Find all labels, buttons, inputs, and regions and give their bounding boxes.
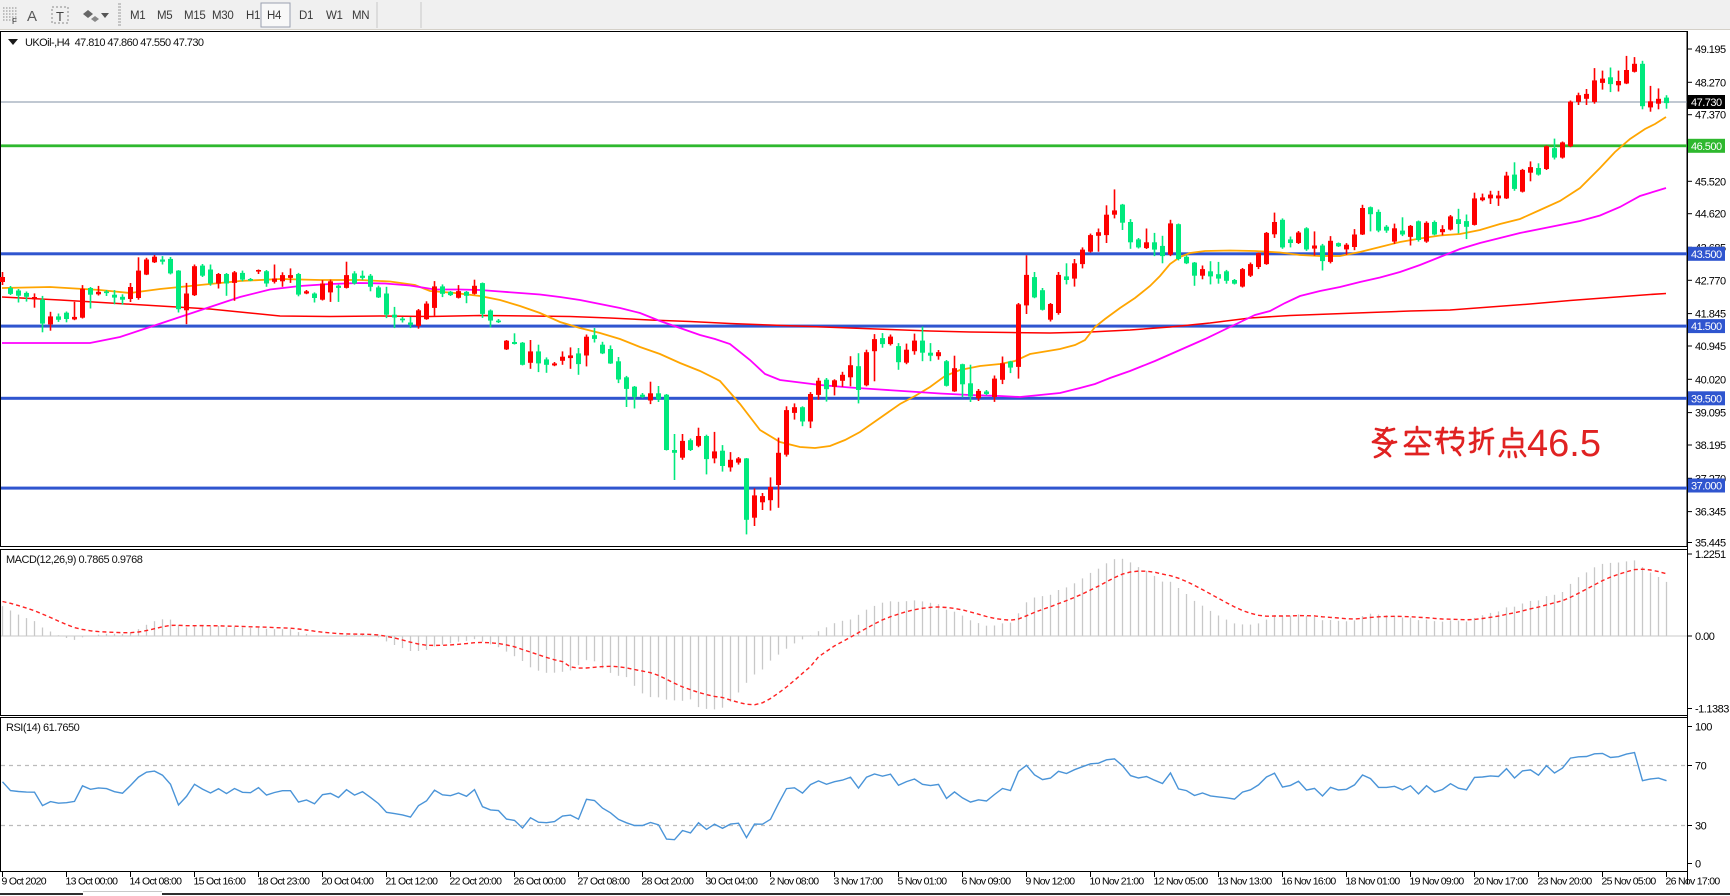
svg-text:45.520: 45.520 (1695, 176, 1726, 188)
svg-text:23 Nov 20:00: 23 Nov 20:00 (1538, 876, 1593, 888)
svg-text:39.500: 39.500 (1691, 393, 1722, 405)
svg-text:W1: W1 (326, 10, 343, 22)
svg-text:47.730: 47.730 (1691, 97, 1722, 109)
svg-text:39.095: 39.095 (1695, 408, 1726, 420)
svg-text:41.500: 41.500 (1691, 321, 1722, 333)
svg-text:30: 30 (1695, 821, 1707, 833)
svg-text:28 Oct 20:00: 28 Oct 20:00 (642, 876, 695, 888)
svg-text:13 Oct 00:00: 13 Oct 00:00 (66, 876, 119, 888)
svg-text:38.195: 38.195 (1695, 440, 1726, 452)
svg-text:M30: M30 (212, 10, 233, 22)
svg-text:36.345: 36.345 (1695, 507, 1726, 519)
svg-text:20 Oct 04:00: 20 Oct 04:00 (322, 876, 375, 888)
svg-text:A: A (27, 8, 37, 25)
svg-text:16 Nov 16:00: 16 Nov 16:00 (1282, 876, 1337, 888)
svg-text:0: 0 (1695, 859, 1701, 871)
svg-text:0.00: 0.00 (1695, 631, 1715, 643)
svg-text:41.845: 41.845 (1695, 309, 1726, 321)
svg-text:20 Nov 17:00: 20 Nov 17:00 (1474, 876, 1529, 888)
svg-text:35.445: 35.445 (1695, 538, 1726, 550)
svg-text:40.945: 40.945 (1695, 341, 1726, 353)
svg-text:M1: M1 (130, 10, 145, 22)
svg-text:100: 100 (1695, 722, 1712, 734)
svg-text:13 Nov 13:00: 13 Nov 13:00 (1218, 876, 1273, 888)
svg-text:2 Nov 08:00: 2 Nov 08:00 (770, 876, 820, 888)
svg-text:15 Oct 16:00: 15 Oct 16:00 (194, 876, 247, 888)
svg-text:M15: M15 (184, 10, 205, 22)
svg-text:47.370: 47.370 (1695, 110, 1726, 122)
svg-text:H4: H4 (267, 10, 282, 22)
svg-text:MACD(12,26,9) 0.7865 0.9768: MACD(12,26,9) 0.7865 0.9768 (6, 554, 143, 566)
svg-text:46.5: 46.5 (1527, 423, 1601, 465)
svg-text:30 Oct 04:00: 30 Oct 04:00 (706, 876, 759, 888)
svg-text:19 Nov 09:00: 19 Nov 09:00 (1410, 876, 1465, 888)
svg-text:9 Nov 12:00: 9 Nov 12:00 (1026, 876, 1076, 888)
svg-text:21 Oct 12:00: 21 Oct 12:00 (386, 876, 439, 888)
svg-text:22 Oct 20:00: 22 Oct 20:00 (450, 876, 503, 888)
svg-text:37.000: 37.000 (1691, 481, 1722, 493)
svg-text:1.2251: 1.2251 (1695, 549, 1726, 561)
svg-text:5 Nov 01:00: 5 Nov 01:00 (898, 876, 948, 888)
svg-text:F: F (12, 17, 17, 26)
svg-text:RSI(14) 61.7650: RSI(14) 61.7650 (6, 722, 80, 734)
svg-text:9 Oct 2020: 9 Oct 2020 (2, 876, 47, 888)
svg-text:-1.1383: -1.1383 (1695, 704, 1729, 716)
svg-text:D1: D1 (299, 10, 313, 22)
svg-text:43.500: 43.500 (1691, 249, 1722, 261)
svg-text:46.500: 46.500 (1691, 141, 1722, 153)
svg-text:44.620: 44.620 (1695, 209, 1726, 221)
svg-text:18 Nov 01:00: 18 Nov 01:00 (1346, 876, 1401, 888)
svg-text:26 Nov 17:00: 26 Nov 17:00 (1666, 876, 1721, 888)
svg-text:M5: M5 (157, 10, 172, 22)
svg-text:UKOil-,H4 47.810 47.860 47.55: UKOil-,H4 47.810 47.860 47.550 47.730 (25, 37, 204, 49)
svg-text:14 Oct 08:00: 14 Oct 08:00 (130, 876, 183, 888)
svg-text:H1: H1 (246, 10, 260, 22)
svg-text:48.270: 48.270 (1695, 77, 1726, 89)
svg-text:3 Nov 17:00: 3 Nov 17:00 (834, 876, 884, 888)
svg-text:12 Nov 05:00: 12 Nov 05:00 (1154, 876, 1209, 888)
svg-text:T: T (56, 9, 64, 24)
svg-text:18 Oct 23:00: 18 Oct 23:00 (258, 876, 311, 888)
svg-text:27 Oct 08:00: 27 Oct 08:00 (578, 876, 631, 888)
svg-text:40.020: 40.020 (1695, 374, 1726, 386)
svg-text:49.195: 49.195 (1695, 44, 1726, 56)
svg-text:42.770: 42.770 (1695, 275, 1726, 287)
svg-text:6 Nov 09:00: 6 Nov 09:00 (962, 876, 1012, 888)
svg-text:26 Oct 00:00: 26 Oct 00:00 (514, 876, 567, 888)
svg-text:25 Nov 05:00: 25 Nov 05:00 (1602, 876, 1657, 888)
svg-text:10 Nov 21:00: 10 Nov 21:00 (1090, 876, 1145, 888)
svg-text:70: 70 (1695, 761, 1707, 773)
svg-text:MN: MN (352, 10, 369, 22)
